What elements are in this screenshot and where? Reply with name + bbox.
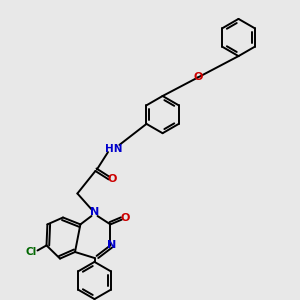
Text: N: N [107, 240, 116, 250]
Text: O: O [194, 72, 203, 82]
Text: N: N [90, 207, 99, 218]
Text: O: O [121, 213, 130, 224]
Text: O: O [108, 173, 117, 184]
Text: HN: HN [105, 143, 122, 154]
Text: Cl: Cl [26, 247, 37, 257]
